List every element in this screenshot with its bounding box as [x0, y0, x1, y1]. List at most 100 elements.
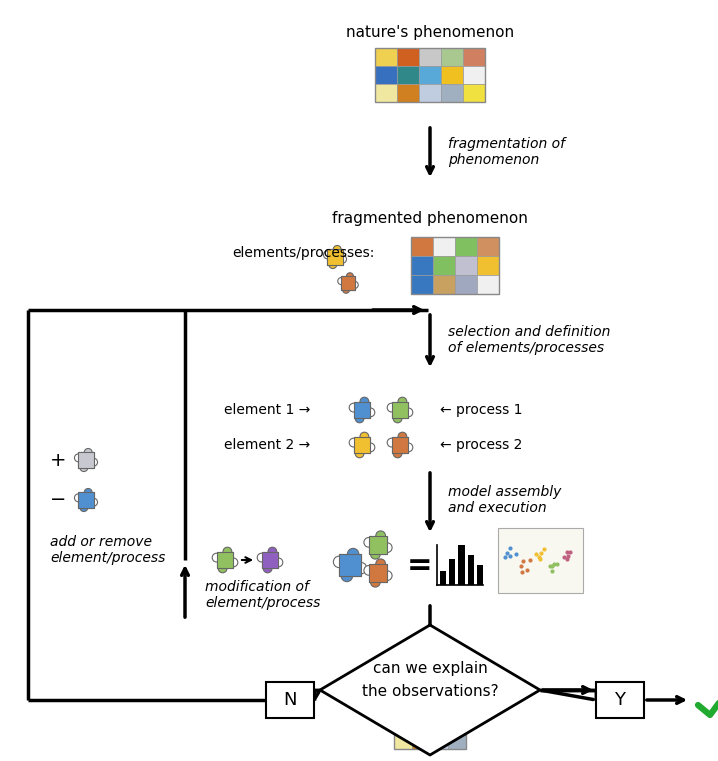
- Bar: [448, 721, 466, 735]
- Bar: [266, 682, 314, 718]
- Bar: [477, 275, 499, 294]
- Circle shape: [366, 443, 375, 452]
- Bar: [391, 402, 409, 419]
- Bar: [463, 66, 485, 84]
- Circle shape: [366, 408, 375, 417]
- Text: the observations?: the observations?: [362, 684, 498, 699]
- Bar: [217, 552, 233, 568]
- Bar: [391, 402, 409, 419]
- Bar: [261, 552, 279, 568]
- Bar: [440, 571, 446, 585]
- Bar: [78, 453, 93, 467]
- Text: element 1 →: element 1 →: [223, 403, 310, 417]
- Circle shape: [75, 454, 83, 462]
- Bar: [261, 552, 279, 568]
- Bar: [353, 402, 370, 419]
- Bar: [78, 453, 93, 467]
- Circle shape: [84, 489, 92, 496]
- Circle shape: [337, 278, 345, 285]
- Polygon shape: [320, 625, 540, 755]
- Bar: [430, 735, 448, 749]
- Bar: [458, 545, 465, 585]
- Bar: [261, 552, 279, 568]
- Circle shape: [355, 449, 364, 458]
- Circle shape: [324, 251, 332, 259]
- Circle shape: [351, 282, 358, 288]
- Bar: [353, 437, 370, 454]
- Bar: [455, 256, 477, 275]
- Circle shape: [398, 397, 407, 406]
- Bar: [353, 402, 370, 419]
- Bar: [467, 555, 474, 585]
- Circle shape: [349, 438, 358, 447]
- Bar: [448, 735, 466, 749]
- Circle shape: [364, 565, 373, 575]
- Circle shape: [370, 578, 381, 587]
- Bar: [391, 437, 409, 454]
- Circle shape: [349, 403, 358, 412]
- Circle shape: [274, 558, 283, 567]
- Bar: [375, 84, 397, 102]
- Bar: [78, 492, 93, 508]
- Bar: [217, 552, 233, 568]
- Text: =: =: [407, 550, 433, 579]
- Text: add or remove
element/process: add or remove element/process: [50, 535, 165, 565]
- Bar: [455, 237, 477, 256]
- Bar: [441, 48, 463, 66]
- Circle shape: [218, 564, 227, 573]
- Circle shape: [404, 443, 413, 452]
- Bar: [397, 66, 419, 84]
- Bar: [463, 84, 485, 102]
- Bar: [477, 256, 499, 275]
- Text: N: N: [283, 691, 297, 709]
- Bar: [353, 437, 370, 454]
- Circle shape: [376, 531, 386, 540]
- Circle shape: [393, 414, 402, 423]
- Circle shape: [387, 438, 396, 447]
- Text: model assembly
and execution: model assembly and execution: [448, 485, 561, 515]
- Bar: [369, 536, 387, 554]
- Circle shape: [90, 458, 98, 466]
- Bar: [411, 237, 499, 294]
- Bar: [217, 552, 233, 568]
- Bar: [477, 565, 483, 585]
- Bar: [375, 48, 397, 66]
- Bar: [441, 66, 463, 84]
- Bar: [397, 84, 419, 102]
- Text: +: +: [50, 451, 67, 470]
- Bar: [394, 707, 412, 721]
- Bar: [397, 48, 419, 66]
- Circle shape: [329, 260, 337, 269]
- Circle shape: [84, 448, 92, 457]
- Bar: [375, 66, 397, 84]
- Bar: [394, 721, 412, 735]
- Bar: [498, 527, 582, 593]
- Bar: [477, 237, 499, 256]
- Circle shape: [346, 272, 353, 280]
- Circle shape: [341, 570, 353, 581]
- Bar: [341, 276, 355, 290]
- Bar: [369, 564, 387, 582]
- Bar: [353, 437, 370, 454]
- Text: ← process 2: ← process 2: [440, 438, 523, 452]
- Circle shape: [393, 449, 402, 458]
- Text: element 2 →: element 2 →: [224, 438, 310, 452]
- Circle shape: [376, 559, 386, 568]
- Circle shape: [383, 543, 392, 552]
- Text: fragmentation of
phenomenon: fragmentation of phenomenon: [448, 137, 565, 167]
- Text: elements/processes:: elements/processes:: [232, 246, 374, 260]
- Circle shape: [229, 558, 238, 567]
- Circle shape: [339, 255, 347, 263]
- Bar: [327, 250, 342, 265]
- Text: Y: Y: [615, 691, 625, 709]
- Bar: [353, 402, 370, 419]
- Text: nature's phenomenon: nature's phenomenon: [346, 25, 514, 40]
- Circle shape: [333, 246, 341, 253]
- Text: ← process 1: ← process 1: [440, 403, 523, 417]
- Circle shape: [342, 286, 350, 293]
- Bar: [411, 275, 433, 294]
- Bar: [441, 84, 463, 102]
- Circle shape: [383, 571, 392, 581]
- Circle shape: [355, 414, 364, 423]
- Bar: [375, 48, 485, 102]
